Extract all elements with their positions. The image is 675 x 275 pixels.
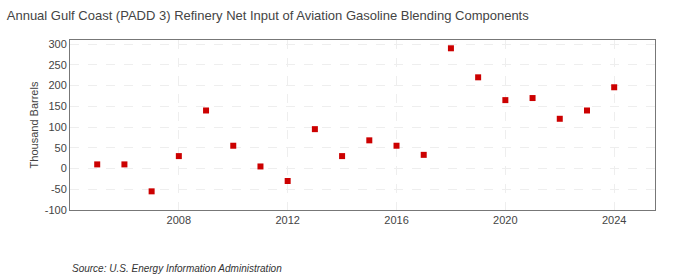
svg-text:-50: -50 [51, 183, 67, 195]
svg-text:Source: U.S. Energy Informatio: Source: U.S. Energy Information Administ… [72, 263, 282, 274]
svg-text:2024: 2024 [602, 214, 626, 226]
svg-text:Annual Gulf Coast (PADD 3) Ref: Annual Gulf Coast (PADD 3) Refinery Net … [7, 8, 529, 23]
svg-text:0: 0 [61, 162, 67, 174]
svg-text:2012: 2012 [275, 214, 299, 226]
svg-text:2016: 2016 [384, 214, 408, 226]
svg-text:100: 100 [48, 121, 66, 133]
svg-text:300: 300 [48, 38, 66, 50]
svg-text:Thousand Barrels: Thousand Barrels [28, 81, 40, 168]
svg-text:2020: 2020 [493, 214, 517, 226]
svg-text:-100: -100 [45, 204, 67, 216]
svg-text:250: 250 [48, 59, 66, 71]
svg-text:200: 200 [48, 79, 66, 91]
svg-text:50: 50 [55, 142, 67, 154]
svg-text:150: 150 [48, 100, 66, 112]
svg-text:2008: 2008 [167, 214, 191, 226]
